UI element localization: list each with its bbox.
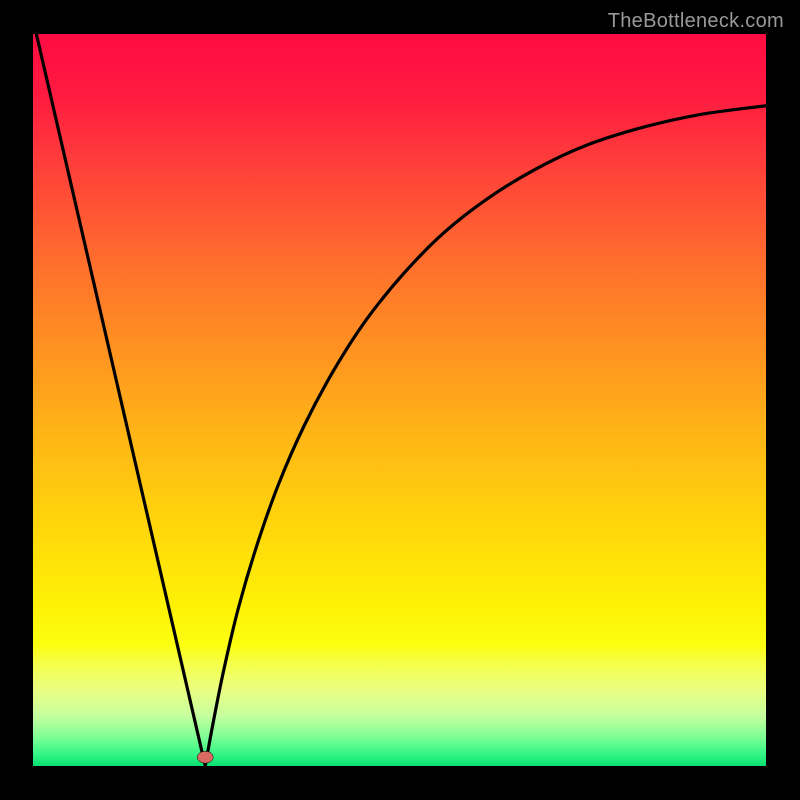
- chart-container: TheBottleneck.com: [0, 0, 800, 800]
- watermark-text: TheBottleneck.com: [608, 10, 784, 33]
- bottleneck-curve: [33, 34, 766, 766]
- minimum-marker: [197, 751, 213, 763]
- curve-layer: [33, 34, 766, 766]
- plot-area: [33, 34, 766, 766]
